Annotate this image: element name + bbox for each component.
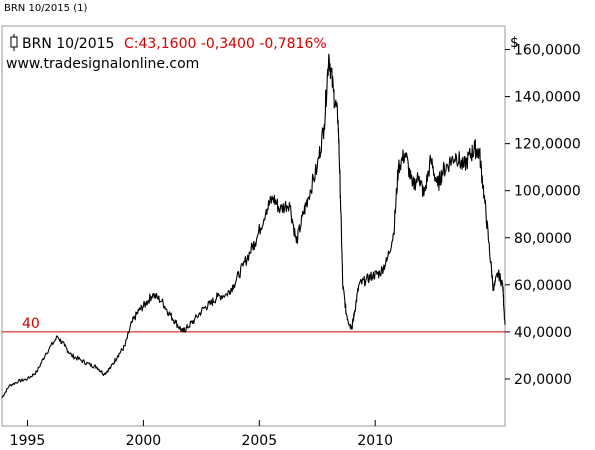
x-tick-label: 2005 — [241, 433, 277, 449]
legend-quote: C:43,1600 -0,3400 -0,7816% — [124, 36, 327, 52]
x-tick-label: 2000 — [126, 433, 162, 449]
plot-frame — [1, 25, 506, 427]
x-tick-label: 2010 — [357, 433, 393, 449]
y-tick-label: 120,0000 — [514, 137, 581, 153]
y-tick-label: 140,0000 — [514, 90, 581, 106]
reference-line-group: 40 — [2, 316, 505, 333]
y-axis: 20,0000 40,0000 60,0000 80,0000 100,0000 120,… — [505, 43, 581, 388]
y-tick-label: 40,0000 — [514, 325, 572, 341]
x-tick-label: 1995 — [10, 433, 46, 449]
y-tick-label: 20,0000 — [514, 372, 572, 388]
legend: BRN 10/2015 C:43,1600 -0,3400 -0,7816% w… — [6, 34, 327, 72]
x-axis: 1995 2000 2005 2010 — [10, 420, 393, 449]
candle-icon — [10, 34, 18, 51]
legend-source: www.tradesignalonline.com — [6, 56, 199, 72]
legend-symbol: BRN 10/2015 — [22, 36, 114, 52]
y-axis-currency-label: $ — [510, 35, 519, 51]
y-tick-label: 160,0000 — [514, 43, 581, 59]
y-tick-label: 100,0000 — [514, 184, 581, 200]
window-title: BRN 10/2015 (1) — [4, 3, 88, 14]
y-tick-label: 80,0000 — [514, 231, 572, 247]
price-series-line — [1, 53, 506, 399]
series-group — [1, 53, 506, 399]
reference-line-label: 40 — [22, 316, 40, 332]
y-tick-label: 60,0000 — [514, 278, 572, 294]
